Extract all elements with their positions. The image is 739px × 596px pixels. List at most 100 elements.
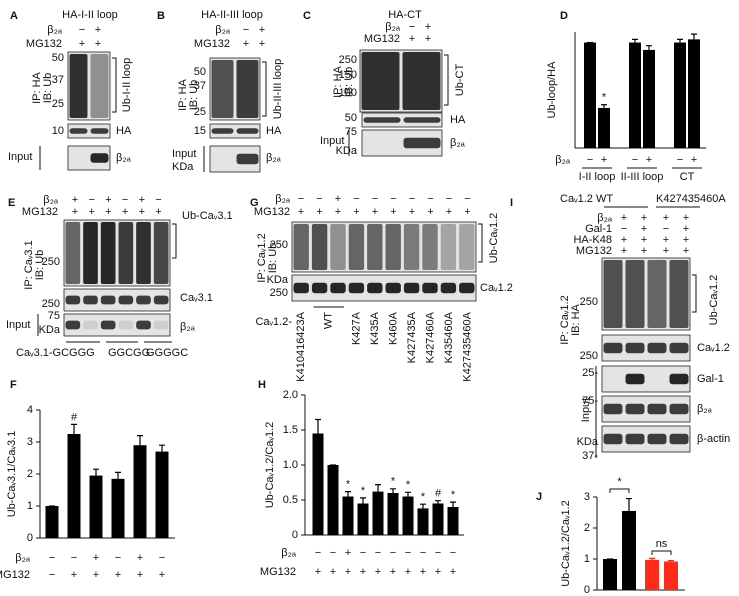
error-bar [646,45,652,50]
mw-label: 25 [194,106,206,118]
blot-smear [118,222,134,284]
error-bar [677,38,683,43]
row-value: − [49,569,55,581]
bar [357,503,369,535]
panel-letter: D [560,10,568,22]
blot-band [403,137,441,149]
label: HA [266,125,282,137]
row-value: + [683,234,689,246]
bracket [444,54,449,106]
row-label: HA-K48 [573,234,612,246]
label: Caᵥ3.1 [180,292,213,304]
row-value: + [420,566,426,578]
row-value: − [587,154,593,166]
label: IP: HA [177,78,189,110]
row-value: − [409,21,415,33]
blot-band [69,128,88,134]
bar [629,42,641,148]
blot-smear [459,224,475,270]
mutant-label: K427460A [424,311,436,363]
bar [664,561,678,590]
blot-band [669,342,689,354]
row-value: + [315,566,321,578]
mw-label: 15 [194,125,206,137]
blot-smear [293,224,309,270]
row-value: + [316,206,322,218]
construct-label: Caᵥ3.1-GCGGG [16,347,95,359]
bar [674,42,686,148]
kda-label: KDa [39,324,61,336]
row-value: + [330,566,336,578]
bracket [262,61,267,117]
significance-marker: * [391,476,396,488]
row-value: − [360,547,366,559]
blot-band [669,433,689,445]
blot-band [603,342,623,354]
significance-label: * [617,476,622,488]
label: HA [116,125,132,137]
label: IB: Ub [343,67,355,98]
y-tick-label: 4 [27,404,33,416]
label: β₂ₐ [266,152,282,164]
row-value: − [446,193,452,205]
blot-smear [422,224,438,270]
label: IP: Caᵥ3.1 [23,240,35,289]
label: β₂ₐ [450,137,466,149]
significance-label: ns [656,538,668,550]
panel-letter: I [510,197,513,209]
label: IB: Ub [34,250,46,281]
error-bar [420,503,426,509]
row-value: − [450,547,456,559]
mw-label: 75- [582,395,598,407]
blot [63,313,171,337]
row-value: + [621,245,627,257]
blot-smear [361,52,400,110]
y-tick-label: 1.0 [283,459,298,471]
significance-bracket [609,488,630,493]
mutant-label: WT [323,312,335,329]
blot-smear [100,222,116,284]
blot [63,219,171,287]
label: IB: HA [570,303,582,335]
mutant-label: K435A [369,311,381,345]
row-value: + [372,206,378,218]
blot-band [363,117,401,123]
input-label: Input [580,398,592,422]
label: IB: Ub [188,80,200,111]
error-bar [632,38,638,43]
label: β₂ₐ [180,321,196,333]
row-value: − [79,24,85,36]
mw-label: 37 [194,80,206,92]
row-value: − [330,547,336,559]
blot-band [136,295,151,305]
significance-marker: * [346,479,351,491]
blot-smear [348,224,365,270]
bar [133,445,147,538]
bar [67,434,81,538]
bar [372,491,384,535]
error-bar [315,418,321,434]
row-value: − [155,194,161,206]
row-label: β₂ₐ [215,24,231,36]
mw-label: 250 [580,350,598,362]
label: Ub-I-II loop [121,58,133,112]
y-tick-label: 1 [27,500,33,512]
panel-letter: E [8,197,15,209]
bar [402,496,414,535]
blot-smear [647,260,667,328]
y-tick-label: 0 [292,529,298,541]
bar [432,503,444,535]
row-value: − [621,223,627,235]
label: β₂ₐ [697,403,713,415]
y-axis-label: Ub-Caᵥ1.2/Caᵥ1.2 [560,500,572,587]
blot-band [459,282,475,294]
label: IB: Ub [267,243,279,274]
bracket [692,274,697,313]
row-value: − [663,223,669,235]
blot [209,123,261,139]
error-bar [115,471,121,479]
error-bar [649,557,655,560]
bar [342,496,354,535]
blot [67,123,111,139]
bar [45,506,59,538]
